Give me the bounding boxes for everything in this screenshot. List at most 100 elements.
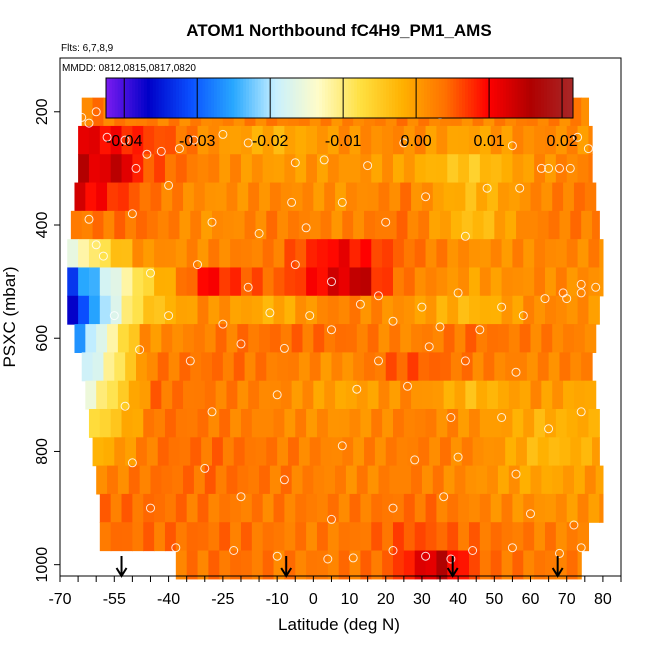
heatmap-cell: [512, 522, 524, 552]
heatmap-cell: [349, 522, 362, 552]
heatmap-cell: [425, 239, 438, 269]
y-tick-label: 800: [34, 438, 51, 465]
heatmap-cell: [526, 352, 539, 382]
heatmap-cell: [338, 239, 351, 269]
colorbar-segment: [240, 78, 244, 118]
heatmap-cell: [179, 437, 191, 467]
heatmap-cell: [577, 550, 582, 580]
heatmap-cell: [371, 154, 383, 184]
heatmap-cell: [447, 493, 459, 523]
heatmap-cell: [240, 550, 253, 580]
heatmap-cell: [295, 125, 307, 155]
heatmap-cell: [230, 493, 242, 523]
heatmap-cell: [99, 295, 112, 325]
heatmap-cell: [208, 267, 220, 297]
colorbar-segment: [327, 78, 332, 118]
colorbar-segment: [549, 78, 554, 118]
heatmap-cell: [85, 324, 97, 353]
heatmap-cell: [164, 522, 177, 552]
heatmap-cell: [392, 295, 405, 325]
sample-point: [218, 129, 228, 139]
y-axis-label: PSXC (mbar): [0, 266, 19, 367]
heatmap-cell: [425, 267, 438, 297]
heatmap-cell: [273, 295, 285, 325]
heatmap-cell: [324, 465, 336, 495]
heatmap-cell: [403, 522, 416, 552]
heatmap-cell: [88, 154, 101, 184]
colorbar-segment: [254, 78, 259, 118]
colorbar-segment: [249, 78, 253, 118]
heatmap-cell: [266, 210, 278, 240]
y-tick-label: 1000: [34, 547, 51, 583]
heatmap-cell: [78, 295, 90, 325]
heatmap-cell: [544, 522, 557, 552]
heatmap-cell: [360, 550, 372, 580]
colorbar-segment: [275, 78, 279, 118]
heatmap-cell: [324, 182, 336, 212]
heatmap-cell: [544, 154, 557, 184]
heatmap-cell: [461, 437, 474, 467]
colorbar-segment: [359, 78, 364, 118]
heatmap-cell: [505, 352, 517, 382]
heatmap-cell: [251, 493, 264, 523]
heatmap-cell: [367, 380, 380, 410]
heatmap-cell: [447, 522, 459, 552]
heatmap-cell: [552, 324, 564, 353]
colorbar-segment: [529, 78, 533, 118]
heatmap-cell: [226, 380, 238, 410]
heatmap-cell: [306, 125, 318, 155]
heatmap-cell: [295, 154, 307, 184]
heatmap-cell: [403, 295, 416, 325]
heatmap-cell: [436, 239, 448, 269]
colorbar-segment: [208, 78, 212, 118]
heatmap-cell: [353, 437, 365, 467]
heatmap-cell: [595, 465, 604, 495]
sample-point: [555, 548, 564, 558]
heatmap-cell: [530, 324, 542, 353]
heatmap-cell: [555, 239, 568, 269]
heatmap-cell: [280, 182, 293, 212]
heatmap-cell: [306, 295, 318, 325]
heatmap-cell: [353, 210, 365, 240]
colorbar-segment: [149, 78, 154, 118]
heatmap-cell: [291, 324, 304, 353]
x-tick-label: 80: [594, 591, 612, 608]
sample-point: [388, 316, 398, 326]
heatmap-cell: [349, 239, 362, 269]
heatmap-cell: [512, 295, 524, 325]
heatmap-cell: [392, 550, 405, 580]
sample-point: [272, 390, 282, 400]
heatmap-cell: [541, 182, 553, 212]
sample-point: [327, 277, 336, 287]
heatmap-cell: [154, 239, 166, 269]
heatmap-cell: [338, 408, 351, 438]
colorbar-segment: [263, 78, 268, 118]
heatmap-cell: [592, 437, 600, 467]
sample-point: [526, 509, 535, 519]
heatmap-cell: [425, 408, 438, 438]
sample-point: [583, 144, 593, 154]
colorbar-segment: [488, 78, 492, 118]
heatmap-cell: [396, 210, 409, 240]
colorbar-segment: [138, 78, 142, 118]
sample-point: [497, 302, 507, 312]
x-tick-label: 10: [341, 591, 359, 608]
heatmap-cell: [197, 493, 209, 523]
heatmap-cell: [345, 465, 358, 495]
heatmap-cell: [143, 267, 155, 297]
heatmap-cell: [92, 437, 105, 467]
sample-point: [142, 149, 152, 159]
heatmap-cell: [172, 380, 184, 410]
heatmap-cell: [316, 154, 329, 184]
heatmap-cell: [429, 352, 441, 382]
sample-point: [544, 163, 554, 173]
heatmap-cell: [92, 352, 105, 382]
colorbar-segment: [537, 78, 542, 118]
sample-point: [146, 503, 155, 513]
heatmap-cell: [465, 465, 477, 495]
heatmap-cell: [534, 493, 546, 523]
sample-point: [287, 197, 297, 207]
colorbar-segment: [467, 78, 472, 118]
heatmap-cell: [523, 154, 535, 184]
heatmap-cell: [403, 125, 416, 155]
